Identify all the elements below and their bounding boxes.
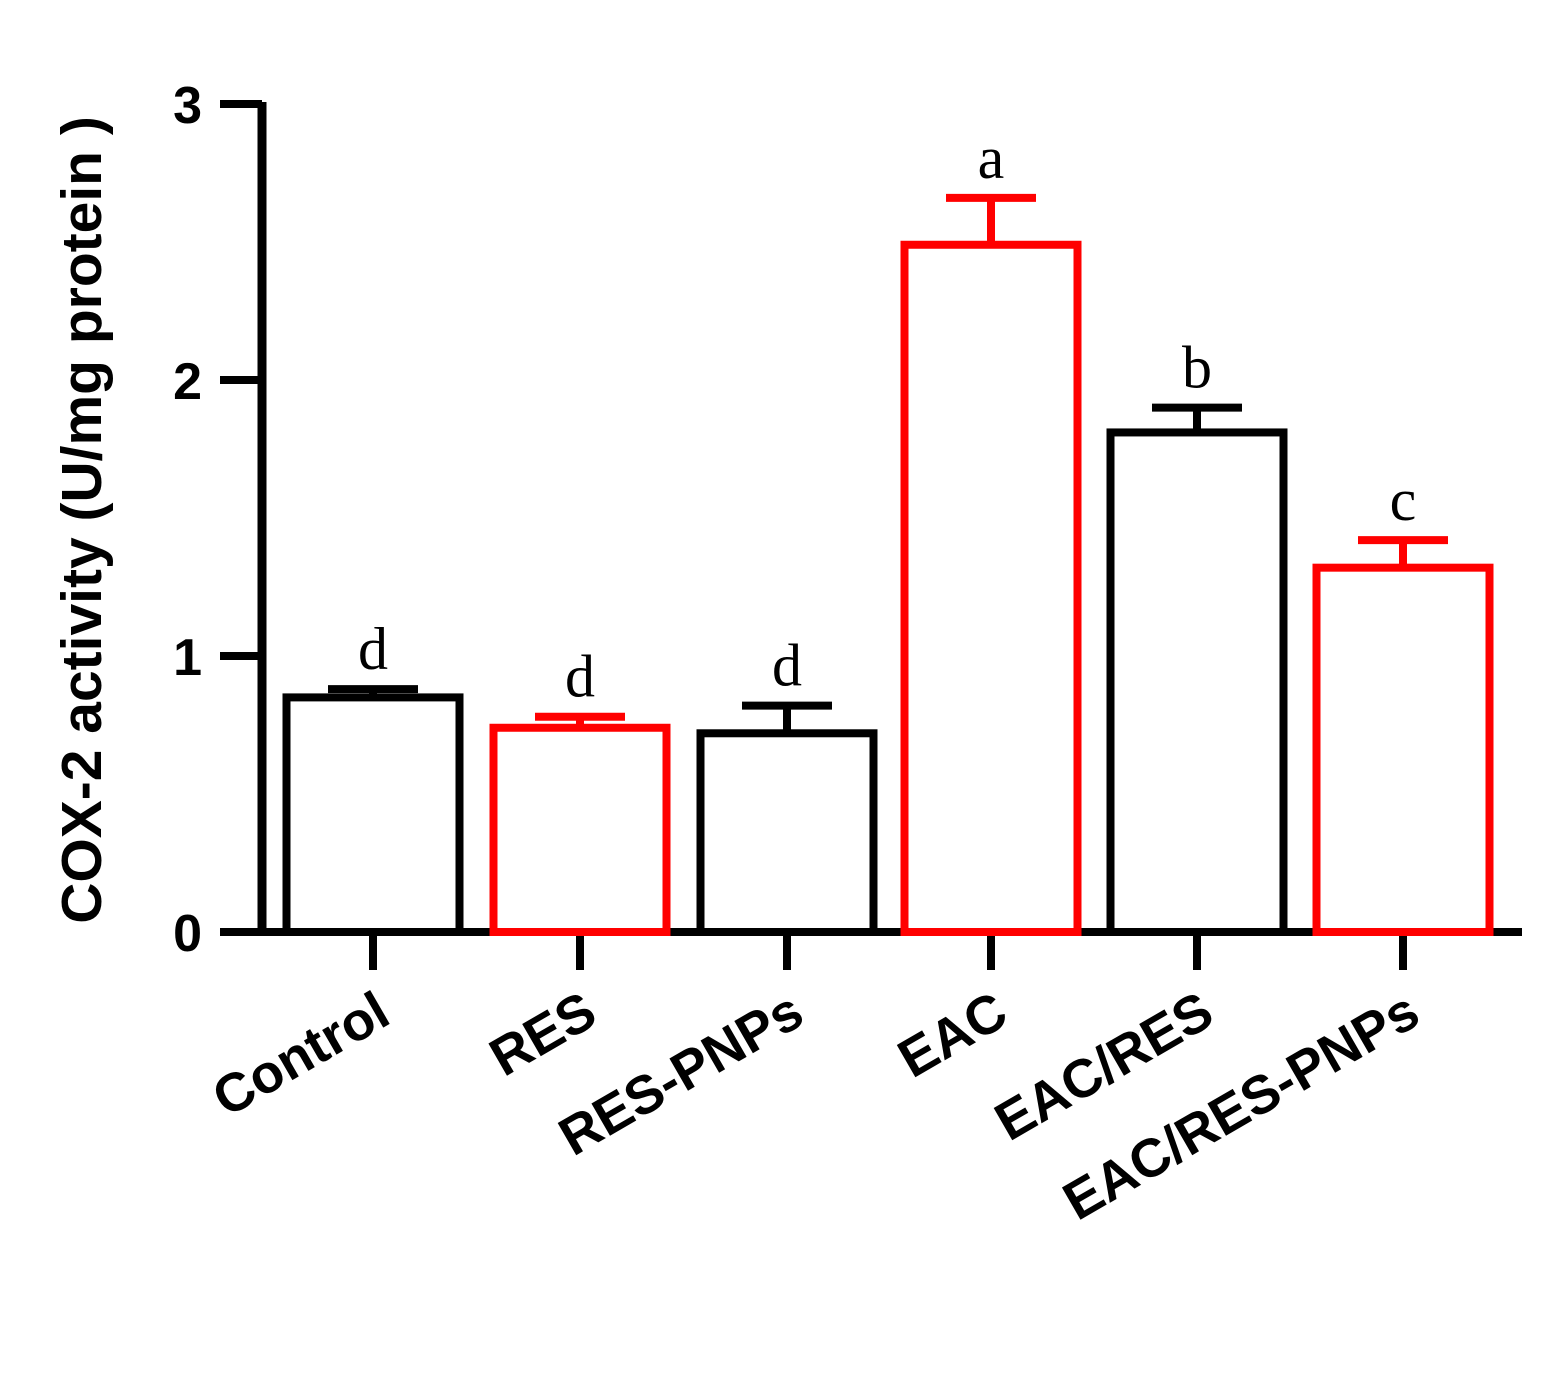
x-category-label: EAC <box>888 980 1017 1089</box>
error-bars <box>328 193 1448 734</box>
significance-letter: d <box>772 633 802 699</box>
bar-eac <box>900 240 1082 936</box>
bar-res-pnps <box>696 729 878 937</box>
x-category-label: EAC/RES-PNPs <box>1053 980 1429 1232</box>
y-axis-title: COX-2 activity (U/mg protein ) <box>50 116 114 924</box>
y-tick-label: 3 <box>173 77 202 135</box>
bar-control <box>282 693 464 937</box>
x-axis <box>258 928 1522 970</box>
significance-letter: c <box>1390 467 1417 533</box>
x-category-label: Control <box>203 980 399 1128</box>
y-tick-label: 1 <box>173 629 202 687</box>
bar-eac-res <box>1106 428 1288 936</box>
bar-eac-res-pnps <box>1312 563 1494 936</box>
bars <box>282 240 1494 937</box>
significance-letters: d d d a b c <box>358 125 1416 710</box>
y-tick-label: 2 <box>173 353 202 411</box>
x-category-label: RES <box>480 980 606 1087</box>
significance-letter: d <box>565 644 595 710</box>
y-axis: 0 1 2 3 <box>173 77 267 963</box>
significance-letter: a <box>978 125 1005 191</box>
significance-letter: d <box>358 616 388 682</box>
bar-res <box>489 723 671 937</box>
y-tick-label: 0 <box>173 905 202 963</box>
significance-letter: b <box>1182 335 1212 401</box>
